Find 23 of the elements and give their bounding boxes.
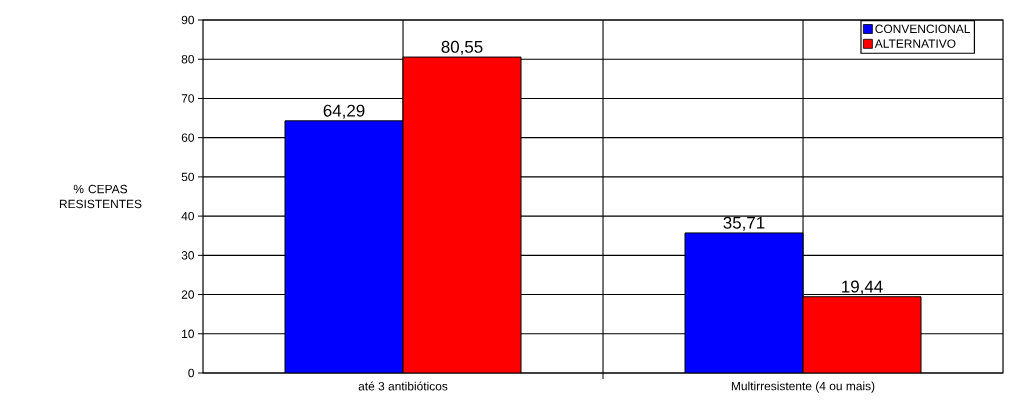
bar <box>802 296 922 373</box>
data-label: 19,44 <box>842 280 883 295</box>
legend-label: ALTERNATIVO <box>874 39 956 48</box>
y-tick-label: 50 <box>181 172 195 182</box>
data-label: 80,55 <box>441 40 483 55</box>
legend-label: CONVENCIONAL <box>875 24 971 34</box>
bar <box>684 232 804 373</box>
y-tick-label: 90 <box>181 15 195 25</box>
y-tick-label: 70 <box>181 94 195 103</box>
x-tick-label: até 3 antibióticos <box>358 381 448 391</box>
data-label: 35,71 <box>723 216 765 231</box>
bar <box>284 120 404 373</box>
x-tick-label: Multirresistente (4 ou mais) <box>731 381 875 393</box>
y-tick-label: 60 <box>181 133 195 142</box>
y-tick-label: 0 <box>188 368 195 378</box>
data-label: 64,29 <box>323 104 365 119</box>
y-tick-label: 40 <box>181 211 195 221</box>
y-tick-label: 10 <box>182 329 195 338</box>
y-tick-label: 30 <box>181 251 195 260</box>
y-axis-title: % CEPAS RESISTENTES <box>59 184 142 209</box>
y-tick-label: 80 <box>181 54 195 64</box>
bar <box>402 56 522 373</box>
y-tick-label: 20 <box>181 290 195 299</box>
